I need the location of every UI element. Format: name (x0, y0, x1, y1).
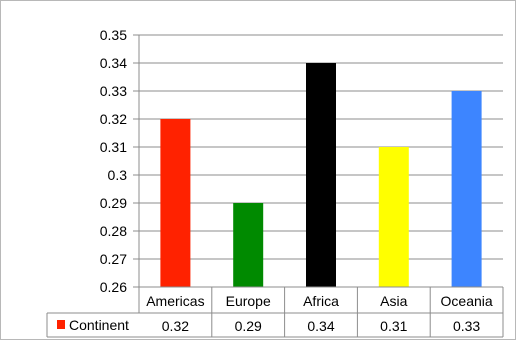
y-tick-label: 0.26 (100, 279, 127, 295)
y-tick-label: 0.27 (100, 251, 127, 267)
y-tick-label: 0.35 (100, 27, 127, 43)
data-table-value: 0.33 (453, 318, 480, 334)
data-table-value: 0.29 (235, 318, 262, 334)
bar-europe (233, 203, 264, 287)
y-tick-label: 0.33 (100, 83, 127, 99)
x-tick-label: Asia (380, 293, 407, 309)
x-tick-label: Oceania (441, 293, 493, 309)
legend-label: Continent (69, 317, 129, 333)
data-table-value: 0.31 (380, 318, 407, 334)
bar-americas (160, 119, 191, 287)
y-tick-label: 0.32 (100, 111, 127, 127)
data-table-value: 0.34 (307, 318, 334, 334)
x-tick-label: Americas (146, 293, 204, 309)
y-tick-label: 0.3 (108, 167, 128, 183)
bar-africa (306, 63, 336, 287)
y-tick-label: 0.31 (100, 139, 127, 155)
x-tick-label: Africa (303, 293, 339, 309)
legend-swatch (57, 320, 65, 329)
y-tick-label: 0.34 (100, 55, 127, 71)
x-tick-label: Europe (226, 293, 271, 309)
bar-asia (378, 147, 409, 287)
bar-oceania (451, 91, 482, 287)
y-tick-label: 0.28 (100, 223, 127, 239)
data-table-value: 0.32 (162, 318, 189, 334)
y-tick-label: 0.29 (100, 195, 127, 211)
